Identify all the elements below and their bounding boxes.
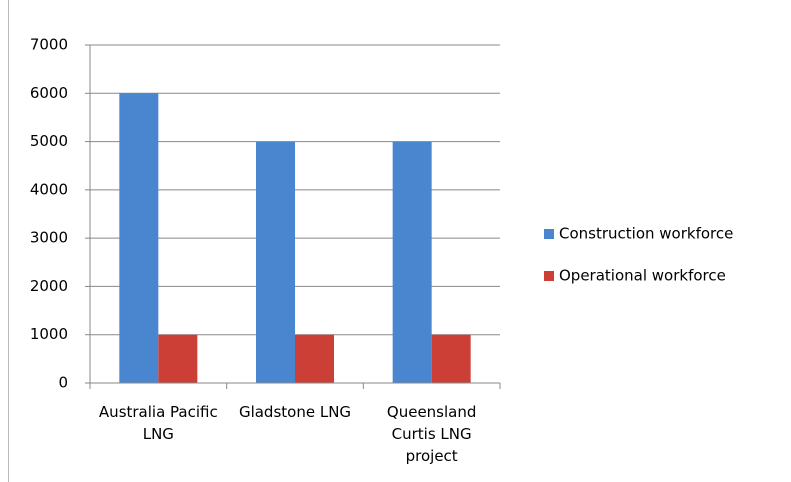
y-tick-label: 1000 — [30, 325, 68, 343]
y-tick-label: 5000 — [30, 132, 68, 150]
bar — [392, 141, 432, 383]
x-tick-label: Australia Pacific LNG — [98, 403, 218, 443]
legend-label: Construction workforce — [559, 225, 733, 243]
bar — [431, 334, 471, 383]
y-tick-label: 4000 — [30, 180, 68, 198]
bar — [256, 141, 295, 383]
bar — [158, 334, 198, 383]
x-tick-label: Queensland Curtis LNG project — [386, 403, 477, 465]
legend-swatch — [544, 229, 554, 239]
chart-frame — [8, 0, 9, 482]
legend-swatch — [544, 271, 554, 281]
x-tick-label: Gladstone LNG — [238, 403, 352, 421]
y-tick-label: 0 — [58, 374, 68, 392]
bar — [119, 93, 159, 384]
legend-label: Operational workforce — [559, 267, 726, 285]
bar — [295, 334, 334, 383]
y-tick-label: 7000 — [30, 36, 68, 54]
y-tick-label: 6000 — [30, 84, 68, 102]
y-tick-label: 2000 — [30, 277, 68, 295]
y-tick-label: 3000 — [30, 229, 68, 247]
